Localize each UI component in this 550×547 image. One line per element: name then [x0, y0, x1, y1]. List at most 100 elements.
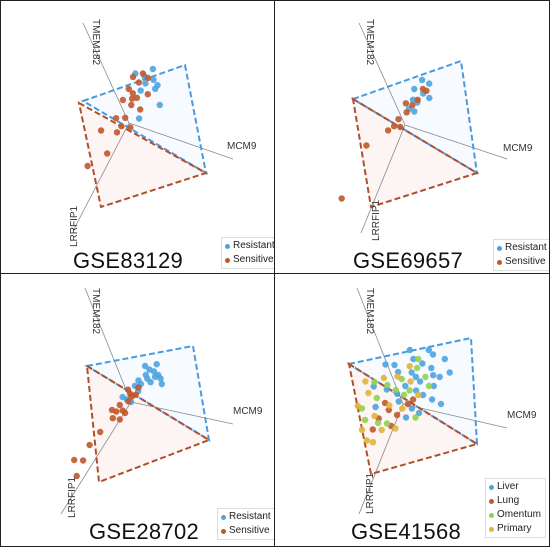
point-sensitive-11: [79, 457, 87, 464]
point-primary-4: [394, 373, 401, 380]
axis-label-lrrfip1: LRRFIP1: [69, 205, 80, 247]
point-sensitive-6: [122, 114, 129, 122]
point-lung-4: [369, 426, 376, 433]
point-sensitive-14: [129, 90, 136, 97]
point-sensitive-0: [402, 100, 410, 107]
chart-title: GSE69657: [353, 248, 464, 273]
point-sensitive-1: [135, 79, 143, 86]
point-sensitive-13: [104, 150, 111, 157]
point-sensitive-8: [338, 195, 345, 202]
panel-gse28702: TMEM182 MCM9 LRRFIP1 GSE28702 Resistant …: [0, 273, 275, 547]
point-sensitive-3: [128, 101, 135, 109]
panel-gse69657: TMEM182 MCM9 LRRFIP1 GSE69657 Resistant …: [274, 0, 550, 274]
axis-line-lrrfip1: [358, 403, 404, 515]
point-sensitive-1: [409, 102, 416, 109]
point-resistant-17: [153, 361, 160, 368]
panel-gse41568: TMEM182 MCM9 LRRFIP1 GSE41568 Liver Lung…: [274, 273, 550, 547]
point-liver-9: [436, 373, 443, 381]
point-omentum-5: [361, 416, 369, 424]
axis-line-lrrfip1: [360, 124, 406, 234]
point-resistant-0: [141, 362, 149, 370]
legend-item-liver: Liver: [489, 480, 541, 494]
point-liver-23: [415, 409, 423, 417]
point-resistant-12: [158, 380, 165, 388]
axis-line-tmem182: [358, 22, 406, 126]
point-resistant-1: [426, 80, 433, 87]
axis-label-lrrfip1: LRRFIP1: [365, 472, 376, 514]
point-resistant-6: [426, 94, 433, 102]
axis-line-tmem182: [356, 287, 404, 405]
legend-item-lung: Lung: [489, 494, 541, 508]
point-resistant-0: [418, 76, 426, 84]
point-liver-0: [410, 355, 417, 363]
point-omentum-13: [425, 382, 433, 390]
legend-swatch-resistant: [497, 245, 502, 251]
legend: Resistant Sensitive: [493, 239, 549, 271]
point-sensitive-7: [137, 106, 144, 113]
legend-label-resistant: Resistant: [505, 242, 547, 253]
panel-gse83129: TMEM182 MCM9 LRRFIP1 GSE83129 Resistant …: [0, 0, 275, 274]
legend-item-resistant: Resistant: [497, 241, 547, 255]
axis-label-lrrfip1: LRRFIP1: [67, 476, 78, 518]
legend-item-primary: Primary: [489, 522, 541, 536]
point-omentum-0: [384, 381, 391, 389]
point-liver-4: [412, 373, 420, 381]
point-liver-11: [408, 405, 416, 412]
point-sensitive-11: [403, 109, 410, 116]
legend-swatch-sensitive: [497, 259, 502, 265]
point-primary-1: [371, 412, 378, 420]
axis-line-mcm9: [130, 401, 234, 425]
point-liver-10: [437, 400, 445, 408]
legend-swatch-sensitive: [225, 257, 230, 263]
point-resistant-9: [157, 375, 164, 382]
point-sensitive-12: [84, 162, 91, 170]
point-primary-6: [363, 437, 371, 444]
point-primary-13: [358, 426, 366, 433]
point-sensitive-6: [108, 406, 116, 414]
legend-label-omentum: Omentum: [497, 509, 541, 520]
legend-label-liver: Liver: [497, 481, 519, 492]
point-primary-9: [354, 402, 361, 410]
point-resistant-1: [150, 76, 157, 84]
point-resistant-16: [119, 393, 126, 401]
point-omentum-10: [371, 378, 378, 386]
axis-label-tmem182: TMEM182: [90, 19, 101, 66]
point-primary-8: [380, 374, 387, 382]
point-sensitive-4: [390, 123, 398, 130]
point-sensitive-5: [384, 127, 392, 134]
point-liver-14: [429, 351, 437, 358]
point-sensitive-4: [133, 94, 141, 102]
legend: Resistant Sensitive: [221, 237, 274, 269]
point-resistant-9: [142, 80, 149, 87]
legend-label-sensitive: Sensitive: [229, 525, 270, 536]
point-liver-3: [430, 382, 437, 390]
axis-line-tmem182: [82, 22, 130, 124]
point-sensitive-8: [97, 428, 104, 436]
point-liver-1: [419, 360, 426, 367]
sensitive-boundary: [77, 101, 209, 209]
point-primary-10: [386, 402, 393, 409]
point-primary-2: [378, 426, 385, 434]
point-resistant-4: [154, 82, 161, 89]
legend-item-resistant: Resistant: [221, 510, 271, 524]
plot-gse41568: [346, 287, 508, 515]
legend-swatch-resistant: [225, 243, 230, 249]
axis-label-tmem182: TMEM182: [364, 19, 375, 66]
legend-label-lung: Lung: [497, 495, 520, 506]
point-liver-12: [395, 398, 402, 405]
sensitive-region-fill: [87, 366, 209, 482]
point-sensitive-17: [129, 73, 137, 81]
legend-label-primary: Primary: [497, 523, 532, 534]
axis-label-mcm9: MCM9: [227, 141, 257, 152]
point-sensitive-16: [144, 91, 151, 98]
point-liver-7: [402, 382, 409, 390]
plot-gse28702: [60, 287, 234, 515]
point-omentum-2: [400, 391, 408, 399]
point-sensitive-5: [112, 115, 120, 122]
point-sensitive-11: [127, 124, 134, 131]
point-omentum-12: [383, 420, 391, 427]
point-sensitive-13: [116, 416, 124, 423]
point-omentum-11: [406, 387, 413, 394]
point-sensitive-9: [113, 129, 121, 136]
sensitive-region-fill: [79, 103, 206, 207]
